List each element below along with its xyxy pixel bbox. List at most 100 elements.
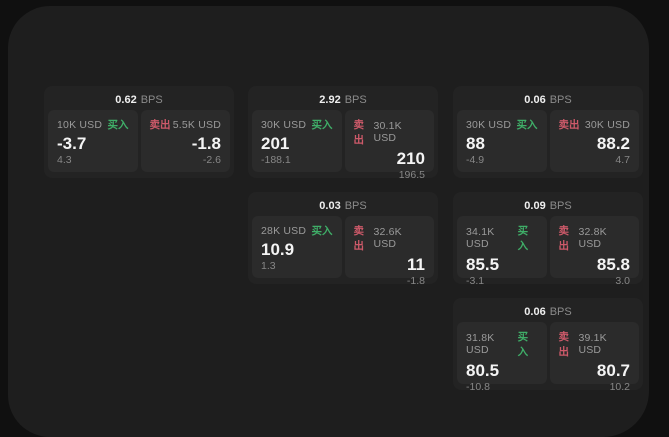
buy-amount: 34.1K USD	[466, 226, 495, 250]
app-window: 0.62 BPS 10K USD 买入 -3.7 4.3 卖出 5.5K USD…	[8, 6, 649, 437]
sell-sub-value: 196.5	[398, 168, 425, 181]
quote-card: 2.92 BPS 30K USD 买入 201 -188.1 卖出 30.1K …	[248, 86, 438, 181]
sell-amount: 5.5K USD	[172, 118, 221, 131]
bps-unit-label: BPS	[549, 200, 572, 212]
sell-tile-header: 卖出 32.8K USD	[559, 223, 631, 253]
sell-amount: 30K USD	[584, 118, 630, 131]
buy-sub-value: -4.9	[466, 154, 485, 166]
buy-tile-header: 30K USD 买入	[466, 117, 538, 132]
buy-sub-value: -3.1	[466, 274, 485, 287]
buy-price: 10.9	[261, 240, 295, 259]
sell-sub-value: -2.6	[202, 154, 221, 166]
sell-sub-value: 10.2	[609, 380, 630, 393]
buy-tile-header: 30K USD 买入	[261, 117, 333, 132]
bps-header: 0.09 BPS	[457, 196, 639, 216]
sell-side-label: 卖出	[558, 225, 570, 252]
sell-price: 88.2	[596, 134, 630, 153]
bps-value: 2.92	[319, 94, 341, 106]
sell-price: 210	[396, 149, 425, 168]
buy-side-label: 买入	[516, 119, 538, 131]
sell-side-label: 卖出	[353, 119, 365, 146]
buy-price: 80.5	[466, 361, 500, 380]
buy-price: -3.7	[57, 134, 87, 153]
quote-panels: 30K USD 买入 201 -188.1 卖出 30.1K USD 210 1…	[252, 110, 434, 181]
sell-price: 11	[407, 255, 425, 274]
buy-amount: 30K USD	[466, 118, 512, 131]
quote-panels: 30K USD 买入 88 -4.9 卖出 30K USD 88.2 4.7	[457, 110, 639, 172]
buy-quote-tile[interactable]: 31.8K USD 买入 80.5 -10.8	[457, 322, 547, 393]
buy-amount: 28K USD	[261, 224, 307, 237]
sell-side-label: 卖出	[353, 225, 365, 252]
sell-price: -1.8	[191, 134, 221, 153]
buy-side-label: 买入	[517, 331, 529, 358]
buy-tile-header: 28K USD 买入	[261, 223, 333, 238]
quote-panels: 28K USD 买入 10.9 1.3 卖出 32.6K USD 11 -1.8	[252, 216, 434, 287]
sell-tile-header: 卖出 30K USD	[559, 117, 631, 132]
buy-quote-tile[interactable]: 30K USD 买入 88 -4.9	[457, 110, 547, 172]
sell-quote-tile[interactable]: 卖出 39.1K USD 80.7 10.2	[549, 322, 639, 393]
sell-side-label: 卖出	[149, 119, 171, 131]
sell-quote-tile[interactable]: 卖出 32.8K USD 85.8 3.0	[549, 216, 639, 287]
sell-quote-tile[interactable]: 卖出 5.5K USD -1.8 -2.6	[140, 110, 230, 172]
bps-header: 0.06 BPS	[457, 302, 639, 322]
sell-quote-tile[interactable]: 卖出 32.6K USD 11 -1.8	[344, 216, 434, 287]
quote-card: 0.06 BPS 30K USD 买入 88 -4.9 卖出 30K USD 8…	[453, 86, 643, 178]
sell-side-label: 卖出	[558, 119, 580, 131]
bps-header: 2.92 BPS	[252, 90, 434, 110]
buy-price: 85.5	[466, 255, 500, 274]
bps-header: 0.03 BPS	[252, 196, 434, 216]
buy-sub-value: -10.8	[466, 380, 490, 393]
sell-sub-value: 3.0	[615, 274, 630, 287]
sell-tile-header: 卖出 39.1K USD	[559, 329, 631, 359]
buy-quote-tile[interactable]: 34.1K USD 买入 85.5 -3.1	[457, 216, 547, 287]
bps-value: 0.06	[524, 306, 546, 318]
buy-quote-tile[interactable]: 30K USD 买入 201 -188.1	[252, 110, 342, 172]
sell-quote-tile[interactable]: 卖出 30K USD 88.2 4.7	[549, 110, 639, 172]
buy-quote-tile[interactable]: 10K USD 买入 -3.7 4.3	[48, 110, 138, 172]
bps-unit-label: BPS	[344, 200, 367, 212]
buy-amount: 31.8K USD	[466, 332, 495, 356]
bps-unit-label: BPS	[549, 94, 572, 106]
buy-side-label: 买入	[311, 119, 333, 131]
buy-side-label: 买入	[311, 225, 333, 237]
bps-value: 0.03	[319, 200, 341, 212]
buy-sub-value: 4.3	[57, 154, 72, 166]
sell-quote-tile[interactable]: 卖出 30.1K USD 210 196.5	[344, 110, 434, 181]
bps-unit-label: BPS	[140, 94, 163, 106]
bps-value: 0.62	[115, 94, 137, 106]
bps-header: 0.06 BPS	[457, 90, 639, 110]
bps-value: 0.09	[524, 200, 546, 212]
sell-price: 80.7	[596, 361, 630, 380]
buy-amount: 30K USD	[261, 118, 307, 131]
buy-price: 201	[261, 134, 290, 153]
buy-tile-header: 10K USD 买入	[57, 117, 129, 132]
quote-card: 0.09 BPS 34.1K USD 买入 85.5 -3.1 卖出 32.8K…	[453, 192, 643, 287]
quote-card: 0.06 BPS 31.8K USD 买入 80.5 -10.8 卖出 39.1…	[453, 298, 643, 393]
bps-header: 0.62 BPS	[48, 90, 230, 110]
sell-side-label: 卖出	[558, 331, 570, 358]
buy-side-label: 买入	[107, 119, 129, 131]
quote-panels: 34.1K USD 买入 85.5 -3.1 卖出 32.8K USD 85.8…	[457, 216, 639, 287]
quote-card: 0.03 BPS 28K USD 买入 10.9 1.3 卖出 32.6K US…	[248, 192, 438, 287]
sell-sub-value: -1.8	[406, 274, 425, 287]
buy-tile-header: 34.1K USD 买入	[466, 223, 538, 253]
sell-sub-value: 4.7	[615, 154, 630, 166]
buy-quote-tile[interactable]: 28K USD 买入 10.9 1.3	[252, 216, 342, 278]
buy-price: 88	[466, 134, 485, 153]
buy-side-label: 买入	[517, 225, 529, 252]
buy-sub-value: 1.3	[261, 260, 276, 272]
bps-unit-label: BPS	[549, 306, 572, 318]
quote-panels: 31.8K USD 买入 80.5 -10.8 卖出 39.1K USD 80.…	[457, 322, 639, 393]
sell-tile-header: 卖出 32.6K USD	[354, 223, 426, 253]
quote-card: 0.62 BPS 10K USD 买入 -3.7 4.3 卖出 5.5K USD…	[44, 86, 234, 178]
quote-panels: 10K USD 买入 -3.7 4.3 卖出 5.5K USD -1.8 -2.…	[48, 110, 230, 172]
sell-price: 85.8	[596, 255, 630, 274]
sell-amount: 32.8K USD	[578, 226, 607, 250]
sell-amount: 32.6K USD	[373, 226, 402, 250]
sell-tile-header: 卖出 30.1K USD	[354, 117, 426, 147]
sell-amount: 30.1K USD	[373, 120, 402, 144]
sell-amount: 39.1K USD	[578, 332, 607, 356]
bps-unit-label: BPS	[344, 94, 367, 106]
sell-tile-header: 卖出 5.5K USD	[150, 117, 222, 132]
buy-tile-header: 31.8K USD 买入	[466, 329, 538, 359]
